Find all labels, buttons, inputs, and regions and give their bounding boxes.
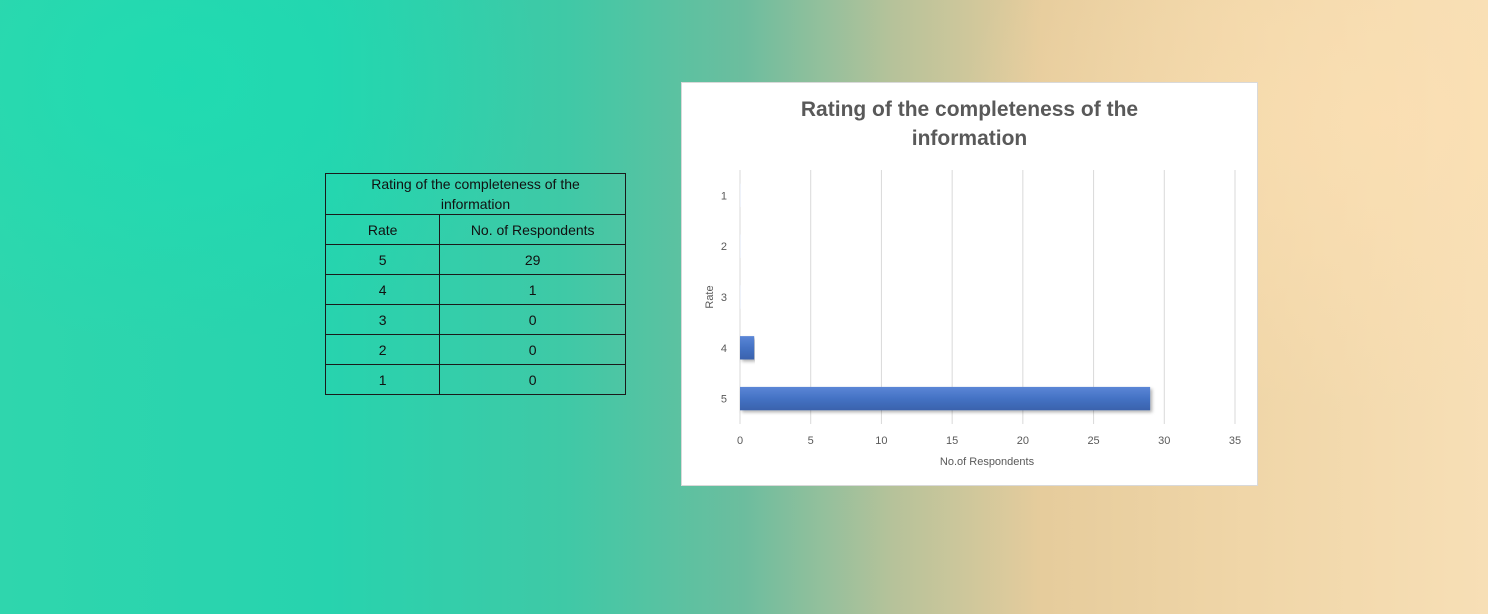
x-tick-label: 10 [875,435,887,447]
y-tick-label: 4 [721,343,727,355]
x-tick-label: 15 [946,435,958,447]
rate-cell: 2 [324,334,441,365]
bar-rate-4 [740,336,755,360]
respondents-cell: 0 [439,304,626,335]
rate-cell: 5 [324,244,441,275]
x-tick-label: 20 [1017,435,1029,447]
x-tick-label: 35 [1229,435,1241,447]
table-row: 1 0 [324,364,626,395]
y-tick-label: 3 [721,292,727,304]
rating-table: Rating of the completeness of the inform… [324,173,626,395]
respondents-cell: 29 [439,244,626,275]
table-title: Rating of the completeness of the inform… [325,173,626,215]
table-row: 5 29 [324,244,626,275]
chart-plot: 0 5 10 15 20 25 30 35 1 2 3 4 5 No.of Respondents Ra… [704,170,1241,468]
y-tick-label: 1 [721,190,727,202]
respondents-cell: 0 [439,364,626,395]
y-tick-label: 5 [721,394,727,406]
y-tick-label: 2 [721,241,727,253]
rate-cell: 4 [324,274,441,305]
bar-rate-3 [740,285,741,309]
column-header-rate: Rate [324,214,441,245]
table-row: 2 0 [324,334,626,365]
x-tick-label: 30 [1158,435,1170,447]
chart-title: Rating of the completeness of the inform… [800,98,1139,150]
bar-rate-5 [740,386,1151,411]
x-axis-title: No.of Respondents [940,456,1035,468]
respondents-cell: 0 [439,334,626,365]
table-row: 3 0 [324,304,626,335]
respondents-cell: 1 [439,274,626,305]
bar-chart: Rating of the completeness of the inform… [681,82,1258,486]
x-tick-label: 5 [808,435,814,447]
table-row: 4 1 [324,274,626,305]
x-tick-label: 25 [1087,435,1099,447]
y-axis-title: Rate [704,285,716,308]
bar-rate-2 [740,234,741,258]
bar-rate-1 [740,183,741,208]
rate-cell: 1 [324,364,441,395]
column-header-respondents: No. of Respondents [439,214,626,245]
rate-cell: 3 [324,304,441,335]
x-tick-label: 0 [737,435,743,447]
